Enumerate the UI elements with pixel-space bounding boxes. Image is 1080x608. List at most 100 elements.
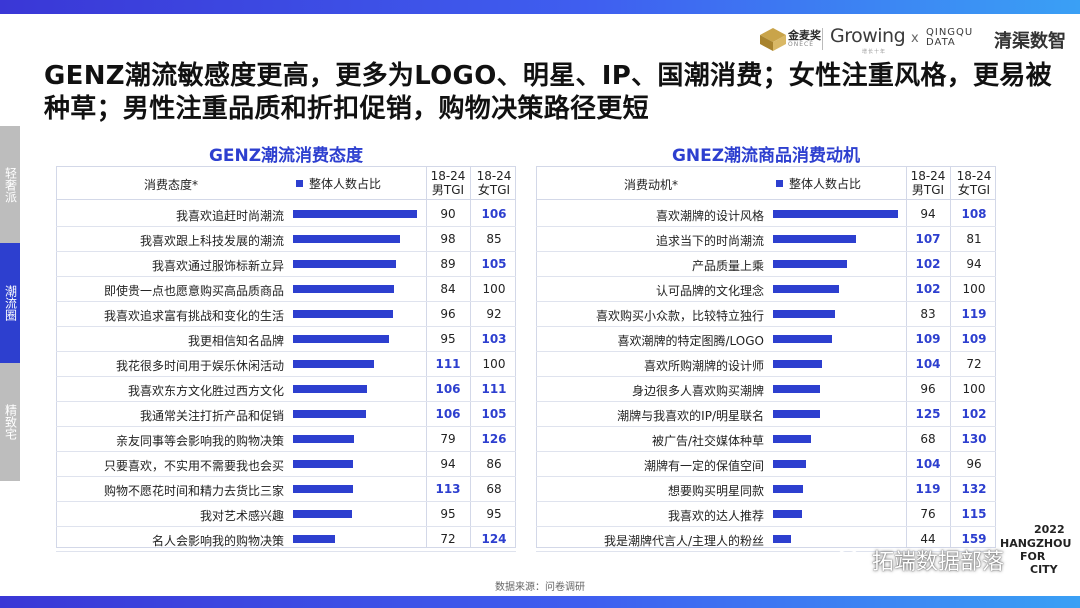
growing-logo-sub: 增长十年 <box>862 49 887 55</box>
table-row: 喜欢潮牌的设计风格 94 108 <box>536 202 996 227</box>
category-label: 身边很多人喜欢购买潮牌 <box>631 384 764 398</box>
table-header: 消费动机* 整体人数占比 18-24 男TGI 18-24 女TGI <box>536 166 996 200</box>
corner-year: 2022 <box>1034 523 1065 536</box>
male-column-divider <box>906 166 907 548</box>
table-row: 产品质量上乘 102 94 <box>536 252 996 277</box>
female-tgi-value: 100 <box>962 282 986 296</box>
male-tgi-header: 18-24 男TGI <box>430 169 466 197</box>
category-label: 潮牌有一定的保值空间 <box>643 459 764 473</box>
category-label: 即使贵一点也愿意购买高品质商品 <box>103 284 284 298</box>
bar <box>293 385 368 393</box>
side-tab-jingzhizhai[interactable]: 精致宅 <box>0 363 20 481</box>
male-tgi-value: 125 <box>915 407 941 421</box>
jinmaijiang-logo-text: 金麦奖 <box>788 29 821 42</box>
partner-logos: 金麦奖 ONECE Growing 增长十年 x QINGQU DATA 清渠数智 <box>758 24 1070 55</box>
qingqu-data-logo-line2: DATA <box>926 37 956 48</box>
male-tgi-value: 119 <box>915 482 941 496</box>
male-tgi-value: 83 <box>920 307 936 321</box>
female-tgi-value: 100 <box>482 282 506 296</box>
category-header: 消费动机* <box>624 178 679 192</box>
category-header: 消费态度* <box>144 178 199 192</box>
male-tgi-value: 96 <box>440 307 456 321</box>
category-label: 喜欢购买小众款，比较特立独行 <box>595 309 764 323</box>
male-tgi-value: 76 <box>920 507 936 521</box>
bar <box>773 210 898 218</box>
legend: 整体人数占比 <box>776 175 861 192</box>
bar <box>773 335 832 343</box>
female-tgi-value: 130 <box>961 432 987 446</box>
bar <box>773 360 823 368</box>
bar <box>293 335 390 343</box>
table-row: 喜欢购买小众款，比较特立独行 83 119 <box>536 302 996 327</box>
table-row: 我花很多时间用于娱乐休闲活动 111 100 <box>56 352 516 377</box>
category-label: 产品质量上乘 <box>691 259 764 273</box>
source-note: 数据来源：问卷调研 <box>495 582 585 593</box>
table-row: 我喜欢通过服饰标新立异 89 105 <box>56 252 516 277</box>
wechat-icon <box>837 548 865 571</box>
bar <box>293 435 355 443</box>
table-row: 喜欢潮牌的特定图腾/LOGO 109 109 <box>536 327 996 352</box>
male-tgi-value: 89 <box>440 257 456 271</box>
male-tgi-value: 109 <box>915 332 941 346</box>
bar <box>773 385 820 393</box>
female-tgi-value: 86 <box>486 457 502 471</box>
left-chart-panel: 消费态度* 整体人数占比 18-24 男TGI 18-24 女TGI 我喜欢追赶时尚潮流 90… <box>56 166 516 552</box>
bar <box>293 310 394 318</box>
table-row: 亲友同事等会影响我的购物决策 79 126 <box>56 427 516 452</box>
female-tgi-value: 92 <box>486 307 502 321</box>
side-tab-qingshepai[interactable]: 轻奢派 <box>0 126 20 243</box>
legend: 整体人数占比 <box>296 175 381 192</box>
left-chart-title: GENZ潮流消费态度 <box>208 146 364 166</box>
female-tgi-value: 94 <box>966 257 982 271</box>
male-tgi-value: 111 <box>435 357 461 371</box>
table-row: 潮牌与我喜欢的IP/明星联名 125 102 <box>536 402 996 427</box>
qingqu-data-logo: QINGQU DATA <box>926 28 973 48</box>
male-tgi-value: 104 <box>915 357 941 371</box>
table-row: 潮牌有一定的保值空间 104 96 <box>536 452 996 477</box>
female-tgi-value: 105 <box>481 257 507 271</box>
table-row: 追求当下的时尚潮流 107 81 <box>536 227 996 252</box>
table-row: 我对艺术感兴趣 95 95 <box>56 502 516 527</box>
male-tgi-value: 94 <box>440 457 456 471</box>
logo-x: x <box>911 31 919 46</box>
category-label: 我喜欢东方文化胜过西方文化 <box>127 384 284 398</box>
bar <box>293 460 353 468</box>
male-tgi-value: 106 <box>435 407 461 421</box>
table-row: 我喜欢东方文化胜过西方文化 106 111 <box>56 377 516 402</box>
female-tgi-value: 119 <box>961 307 987 321</box>
watermark-text: 拓端数据部落 <box>872 550 1005 575</box>
corner-line4: CITY <box>1030 563 1058 576</box>
side-tab-chaoliuquan[interactable]: 潮流圈 <box>0 243 20 363</box>
bar <box>773 510 802 518</box>
female-tgi-value: 68 <box>486 482 502 496</box>
bar <box>773 285 840 293</box>
female-tgi-value: 85 <box>486 232 502 246</box>
female-tgi-value: 109 <box>961 332 987 346</box>
category-label: 我通常关注打折产品和促销 <box>139 409 284 423</box>
category-label: 我喜欢追求富有挑战和变化的生活 <box>103 309 284 323</box>
table-row: 我喜欢追求富有挑战和变化的生活 96 92 <box>56 302 516 327</box>
legend-swatch <box>296 180 303 187</box>
female-tgi-value: 103 <box>481 332 507 346</box>
male-tgi-value: 104 <box>915 457 941 471</box>
male-tgi-value: 102 <box>915 257 941 271</box>
legend-label: 整体人数占比 <box>309 177 382 191</box>
table-row: 只要喜欢，不实用不需要我也会买 94 86 <box>56 452 516 477</box>
female-tgi-value: 132 <box>961 482 987 496</box>
male-tgi-value: 68 <box>920 432 936 446</box>
legend-swatch <box>776 180 783 187</box>
category-label: 购物不愿花时间和精力去货比三家 <box>103 484 284 498</box>
table-row: 想要购买明星同款 119 132 <box>536 477 996 502</box>
male-tgi-value: 90 <box>440 207 456 221</box>
jinmaijiang-logo-sub: ONECE <box>788 41 814 48</box>
male-tgi-value: 44 <box>920 532 936 546</box>
table-frame <box>536 166 996 548</box>
bar <box>293 285 395 293</box>
category-label: 我是潮牌代言人/主理人的粉丝 <box>603 534 764 548</box>
bar <box>293 485 353 493</box>
bar <box>293 235 400 243</box>
female-tgi-value: 102 <box>961 407 987 421</box>
side-tab-label: 潮流圈 <box>3 285 18 321</box>
table-frame <box>56 166 516 548</box>
female-tgi-value: 106 <box>481 207 507 221</box>
